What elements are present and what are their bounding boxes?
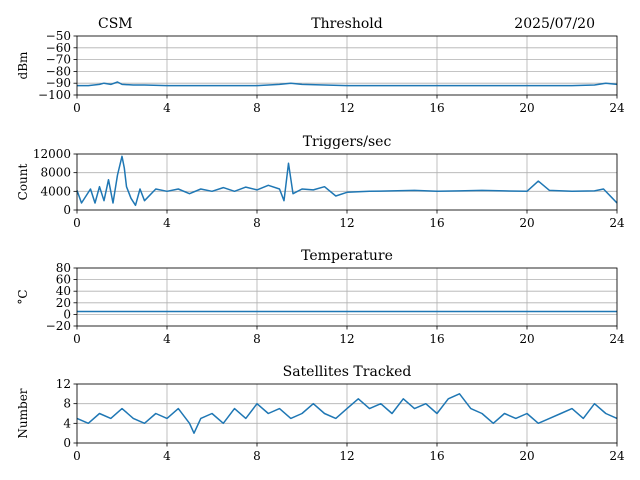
panel-4: 0 4 8 12 16 20 24 0 4 8 12 Satellites Tracked Number <box>16 364 625 463</box>
x-tick-label: 16 <box>429 332 444 346</box>
y-tick-label: −60 <box>46 41 71 55</box>
x-tick-label: 0 <box>73 332 81 346</box>
x-tick-label: 12 <box>339 101 354 115</box>
y-tick-label: 0 <box>63 203 71 217</box>
x-tick-label: 20 <box>519 101 534 115</box>
series-line <box>76 155 618 207</box>
y-tick-label: 4000 <box>40 184 71 198</box>
x-tick-label: 16 <box>429 449 444 463</box>
x-tick-label: 12 <box>339 332 354 346</box>
x-tick-label: 24 <box>609 332 625 346</box>
y-axis-label: dBm <box>16 51 30 80</box>
x-tick-label: 4 <box>163 332 171 346</box>
x-tick-label: 16 <box>429 216 444 230</box>
x-tick-label: 4 <box>163 449 171 463</box>
x-tick-label: 8 <box>253 216 261 230</box>
x-tick-label: 20 <box>519 332 534 346</box>
y-tick-label: 8000 <box>40 166 71 180</box>
x-tick-label: 0 <box>73 216 81 230</box>
panel-2: 0 4 8 12 16 20 24 0 4000 8000 12000 Triggers/sec Cou… <box>16 134 625 230</box>
y-tick-label: −50 <box>46 29 71 43</box>
x-tick-label: 4 <box>163 216 171 230</box>
y-tick-label: 4 <box>63 416 71 430</box>
y-axis-label: °C <box>16 289 30 304</box>
y-tick-label: 0 <box>63 436 71 450</box>
x-tick-label: 16 <box>429 101 444 115</box>
x-tick-label: 24 <box>609 449 625 463</box>
y-tick-label: 40 <box>56 284 71 298</box>
chart-panels: 0 4 8 12 16 20 24 −50−60−70−80−90−100 Threshold d… <box>16 16 625 463</box>
y-tick-label: 8 <box>63 397 71 411</box>
x-tick-label: 8 <box>253 101 261 115</box>
x-tick-label: 12 <box>339 216 354 230</box>
panel-title: Triggers/sec <box>303 134 392 150</box>
header-left: CSM <box>98 16 133 32</box>
series-line <box>77 81 618 87</box>
panel-title: Temperature <box>301 248 393 264</box>
x-tick-label: 24 <box>609 216 625 230</box>
series-line <box>76 393 618 434</box>
panel-title: Threshold <box>311 16 382 32</box>
x-tick-label: 0 <box>73 101 81 115</box>
x-tick-label: 20 <box>519 449 534 463</box>
x-tick-label: 8 <box>253 449 261 463</box>
y-tick-label: 20 <box>56 296 71 310</box>
y-tick-label: 80 <box>56 261 71 275</box>
y-tick-label: −80 <box>46 64 71 78</box>
y-tick-label: −100 <box>38 88 71 102</box>
x-tick-label: 0 <box>73 449 81 463</box>
y-tick-label: 12000 <box>33 147 71 161</box>
y-tick-label: −90 <box>46 76 71 90</box>
header-right: 2025/07/20 <box>514 16 595 32</box>
y-axis-label: Count <box>16 163 30 200</box>
x-tick-label: 12 <box>339 449 354 463</box>
y-tick-label: 60 <box>56 273 71 287</box>
x-tick-label: 20 <box>519 216 534 230</box>
x-tick-label: 4 <box>163 101 171 115</box>
y-tick-label: −70 <box>46 53 71 67</box>
y-axis-label: Number <box>16 388 30 438</box>
y-tick-label: −20 <box>46 319 71 333</box>
x-tick-label: 24 <box>609 101 625 115</box>
y-tick-label: 12 <box>56 377 71 391</box>
y-tick-label: 0 <box>63 307 71 321</box>
x-tick-label: 8 <box>253 332 261 346</box>
panel-1: 0 4 8 12 16 20 24 −50−60−70−80−90−100 Threshold d… <box>16 16 625 115</box>
panel-title: Satellites Tracked <box>283 364 412 380</box>
